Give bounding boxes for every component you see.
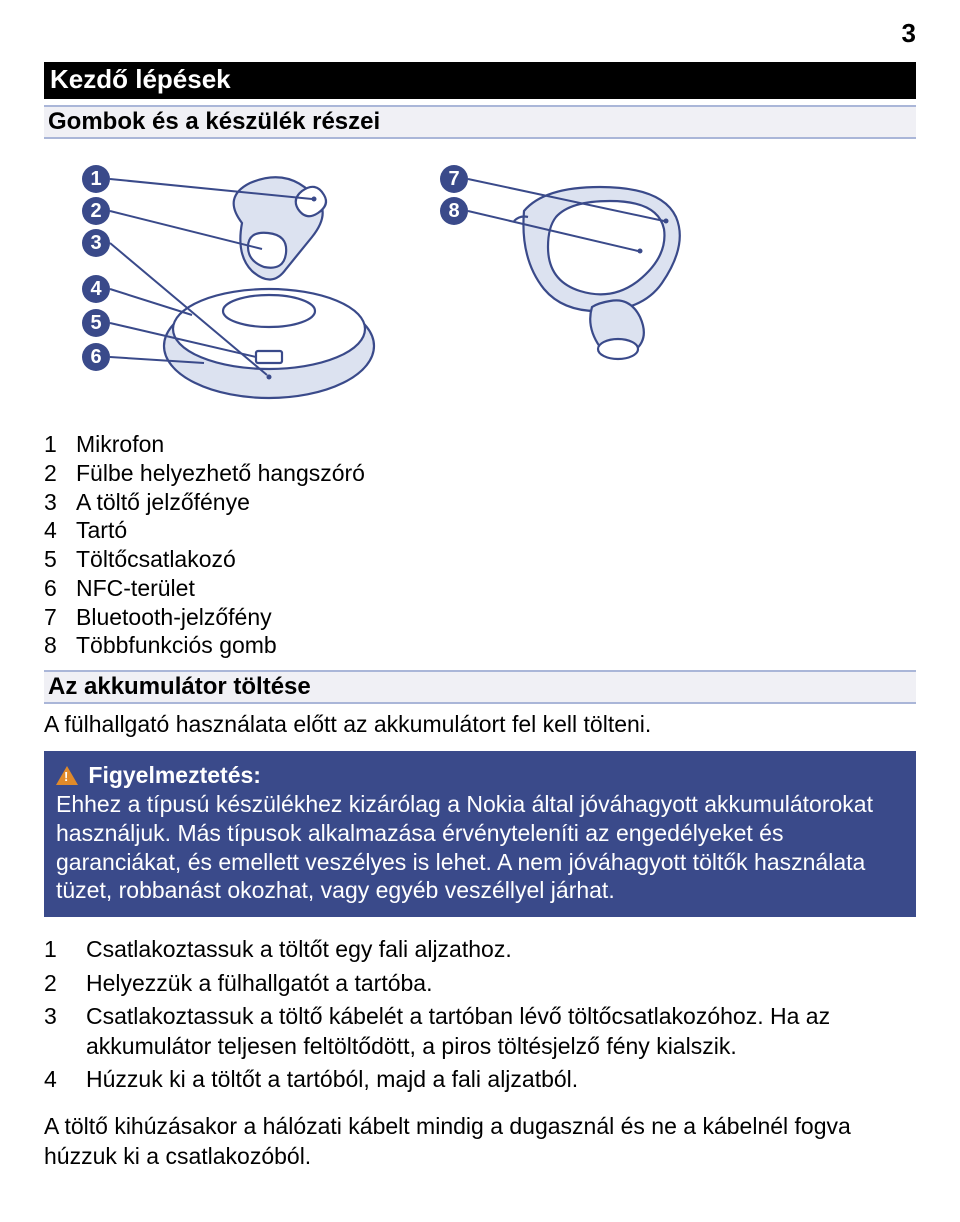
part-num: 8 — [44, 631, 76, 660]
bubble-7: 7 — [448, 168, 459, 190]
step-row: 1Csatlakoztassuk a töltőt egy fali aljza… — [44, 935, 916, 968]
diagram-svg: 1 2 3 4 5 6 7 8 — [44, 151, 744, 411]
step-num: 3 — [44, 1002, 86, 1065]
part-label: Fülbe helyezhető hangszóró — [76, 459, 365, 488]
step-text: Húzzuk ki a töltőt a tartóból, majd a fa… — [86, 1065, 916, 1098]
part-label: Többfunkciós gomb — [76, 631, 365, 660]
part-num: 6 — [44, 574, 76, 603]
left-bubbles: 1 2 3 4 5 6 — [82, 165, 110, 371]
subsection-parts-title: Gombok és a készülék részei — [44, 105, 916, 139]
step-row: 2Helyezzük a fülhallgatót a tartóba. — [44, 969, 916, 1002]
charge-lead-text: A fülhallgató használata előtt az akkumu… — [44, 710, 916, 739]
parts-row: 4Tartó — [44, 516, 365, 545]
bubble-6: 6 — [90, 346, 101, 368]
step-text: Helyezzük a fülhallgatót a tartóba. — [86, 969, 916, 1002]
part-label: NFC-terület — [76, 574, 365, 603]
step-text: Csatlakoztassuk a töltőt egy fali aljzat… — [86, 935, 916, 968]
subsection-charge-title: Az akkumulátor töltése — [44, 670, 916, 704]
part-num: 1 — [44, 430, 76, 459]
parts-list: 1Mikrofon 2Fülbe helyezhető hangszóró 3A… — [44, 430, 365, 660]
part-num: 5 — [44, 545, 76, 574]
step-text: Csatlakoztassuk a töltő kábelét a tartób… — [86, 1002, 916, 1065]
step-num: 2 — [44, 969, 86, 1002]
part-label: Töltőcsatlakozó — [76, 545, 365, 574]
bubble-4: 4 — [90, 278, 102, 300]
step-num: 1 — [44, 935, 86, 968]
parts-diagram: 1 2 3 4 5 6 7 8 — [44, 151, 916, 416]
parts-row: 1Mikrofon — [44, 430, 365, 459]
part-label: A töltő jelzőfénye — [76, 488, 365, 517]
warning-body: Ehhez a típusú készülékhez kizárólag a N… — [56, 791, 873, 903]
step-num: 4 — [44, 1065, 86, 1098]
warning-title: Figyelmeztetés: — [88, 762, 261, 788]
parts-row: 8Többfunkciós gomb — [44, 631, 365, 660]
step-row: 3Csatlakoztassuk a töltő kábelét a tartó… — [44, 1002, 916, 1065]
parts-row: 2Fülbe helyezhető hangszóró — [44, 459, 365, 488]
closing-text: A töltő kihúzásakor a hálózati kábelt mi… — [44, 1112, 916, 1171]
bubble-8: 8 — [448, 200, 459, 222]
part-num: 3 — [44, 488, 76, 517]
bubble-1: 1 — [90, 168, 101, 190]
page-number: 3 — [902, 18, 916, 49]
step-row: 4Húzzuk ki a töltőt a tartóból, majd a f… — [44, 1065, 916, 1098]
section-title: Kezdő lépések — [44, 62, 916, 99]
warning-icon — [56, 766, 78, 785]
bubble-5: 5 — [90, 312, 101, 334]
charge-steps: 1Csatlakoztassuk a töltőt egy fali aljza… — [44, 935, 916, 1098]
parts-row: 6NFC-terület — [44, 574, 365, 603]
part-num: 7 — [44, 603, 76, 632]
warning-box: Figyelmeztetés: Ehhez a típusú készülékh… — [44, 751, 916, 917]
part-label: Mikrofon — [76, 430, 365, 459]
bubble-2: 2 — [90, 200, 101, 222]
part-num: 4 — [44, 516, 76, 545]
parts-row: 5Töltőcsatlakozó — [44, 545, 365, 574]
part-label: Bluetooth-jelzőfény — [76, 603, 365, 632]
bubble-3: 3 — [90, 232, 101, 254]
parts-row: 7Bluetooth-jelzőfény — [44, 603, 365, 632]
part-num: 2 — [44, 459, 76, 488]
parts-row: 3A töltő jelzőfénye — [44, 488, 365, 517]
part-label: Tartó — [76, 516, 365, 545]
